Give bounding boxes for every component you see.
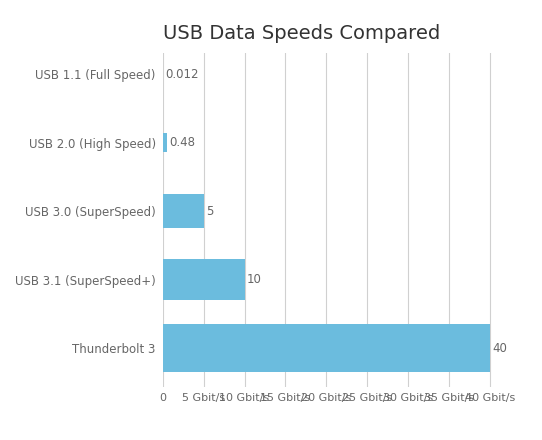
Text: 40: 40 [493,341,508,355]
Bar [163,194,204,228]
Bar [163,259,244,300]
Text: 10: 10 [247,273,262,286]
Bar [163,133,166,152]
Text: 0.012: 0.012 [165,68,199,81]
Text: USB Data Speeds Compared: USB Data Speeds Compared [163,24,440,43]
Bar [163,324,491,372]
Text: 0.48: 0.48 [169,136,195,149]
Text: 5: 5 [206,205,214,218]
